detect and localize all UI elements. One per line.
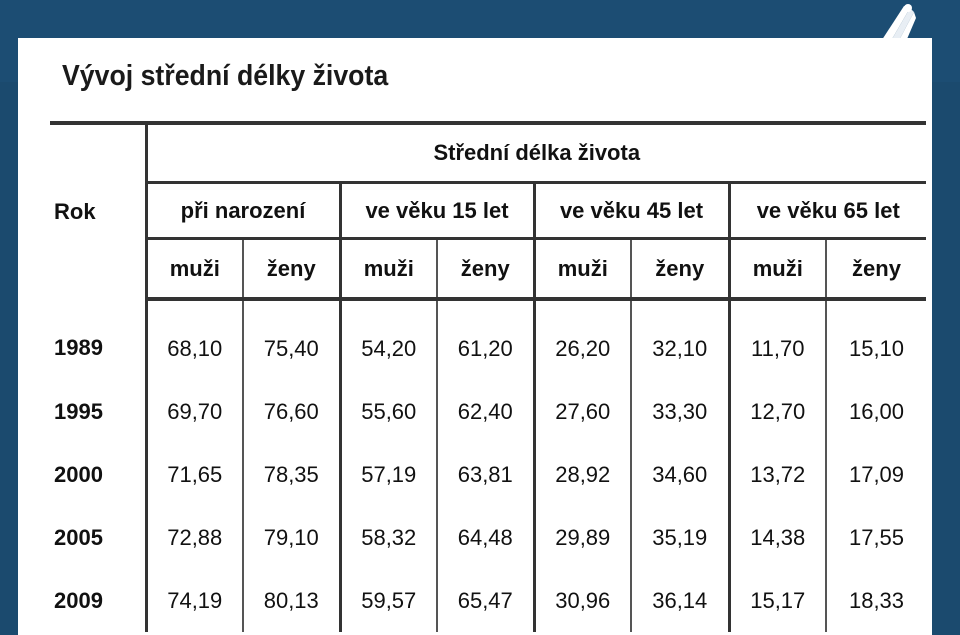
sub-header: ženy (437, 238, 536, 301)
group-header: při narození (146, 182, 342, 240)
value-cell: 16,00 (848, 398, 905, 424)
value-cell: 35,19 (631, 506, 731, 569)
value-cell: 15,17 (729, 569, 827, 632)
sub-header: ženy (631, 238, 731, 301)
value-cell: 32,10 (631, 299, 731, 380)
sub-header: ženy (826, 238, 926, 301)
year-header: Rok (50, 121, 148, 299)
value-cell: 12,70 (729, 380, 827, 443)
value-cell: 18,33 (848, 587, 905, 613)
value-cell: 17,09 (848, 461, 905, 487)
value-cell: 28,92 (534, 443, 632, 506)
sub-header: muži (340, 238, 438, 301)
value-cell: 71,65 (146, 443, 244, 506)
group-header: ve věku 45 let (534, 182, 731, 240)
value-cell: 69,70 (146, 380, 244, 443)
value-cell: 75,40 (243, 299, 342, 380)
value-cell: 30,96 (534, 569, 632, 632)
value-cell: 61,20 (437, 299, 536, 380)
value-cell: 33,30 (631, 380, 731, 443)
value-cell: 80,13 (243, 569, 342, 632)
year-cell: 2009 (50, 569, 148, 632)
value-cell: 62,40 (437, 380, 536, 443)
value-cell: 34,60 (631, 443, 731, 506)
value-cell: 55,60 (340, 380, 438, 443)
sub-header: muži (729, 238, 827, 301)
value-cell: 74,19 (146, 569, 244, 632)
value-cell: 27,60 (534, 380, 632, 443)
table-row: 1995 69,70 76,60 55,60 62,40 27,60 33,30 12,70 1… (50, 380, 926, 443)
table-row: 1989 68,10 75,40 54,20 61,20 26,20 32,10 11,70 1… (50, 299, 926, 380)
value-cell: 59,57 (340, 569, 438, 632)
value-cell: 14,38 (729, 506, 827, 569)
value-cell: 29,89 (534, 506, 632, 569)
year-cell: 1995 (50, 380, 148, 443)
table-body: 1989 68,10 75,40 54,20 61,20 26,20 32,10 11,70 1… (50, 299, 926, 632)
year-cell: 1989 (50, 299, 148, 380)
value-cell: 15,10 (848, 335, 905, 361)
value-cell: 54,20 (340, 299, 438, 380)
sub-header: muži (534, 238, 632, 301)
value-cell: 78,35 (243, 443, 342, 506)
value-cell: 11,70 (729, 299, 827, 380)
value-cell: 36,14 (631, 569, 731, 632)
fan-logo-icon (878, 4, 916, 46)
sub-header: muži (146, 238, 244, 301)
value-cell: 72,88 (146, 506, 244, 569)
value-cell: 13,72 (729, 443, 827, 506)
value-cell: 68,10 (146, 299, 244, 380)
table-row: 2000 71,65 78,35 57,19 63,81 28,92 34,60 13,72 1… (50, 443, 926, 506)
group-header: ve věku 65 let (729, 182, 926, 240)
table-top-header: Střední délka života (146, 121, 926, 184)
life-expectancy-table: Rok Střední délka života při narození ve… (50, 121, 926, 632)
year-cell: 2000 (50, 443, 148, 506)
value-cell: 64,48 (437, 506, 536, 569)
value-cell: 17,55 (848, 524, 905, 550)
value-cell: 79,10 (243, 506, 342, 569)
sub-header: ženy (243, 238, 342, 301)
year-cell: 2005 (50, 506, 148, 569)
table-row: 2005 72,88 79,10 58,32 64,48 29,89 35,19 14,38 1… (50, 506, 926, 569)
value-cell: 63,81 (437, 443, 536, 506)
table-row: 2009 74,19 80,13 59,57 65,47 30,96 36,14 15,17 1… (50, 569, 926, 632)
page-title: Vývoj střední délky života (62, 60, 389, 92)
value-cell: 76,60 (243, 380, 342, 443)
value-cell: 65,47 (437, 569, 536, 632)
group-header: ve věku 15 let (340, 182, 536, 240)
value-cell: 57,19 (340, 443, 438, 506)
value-cell: 26,20 (534, 299, 632, 380)
value-cell: 58,32 (340, 506, 438, 569)
slide: Vývoj střední délky života Rok Střední d… (18, 38, 932, 635)
